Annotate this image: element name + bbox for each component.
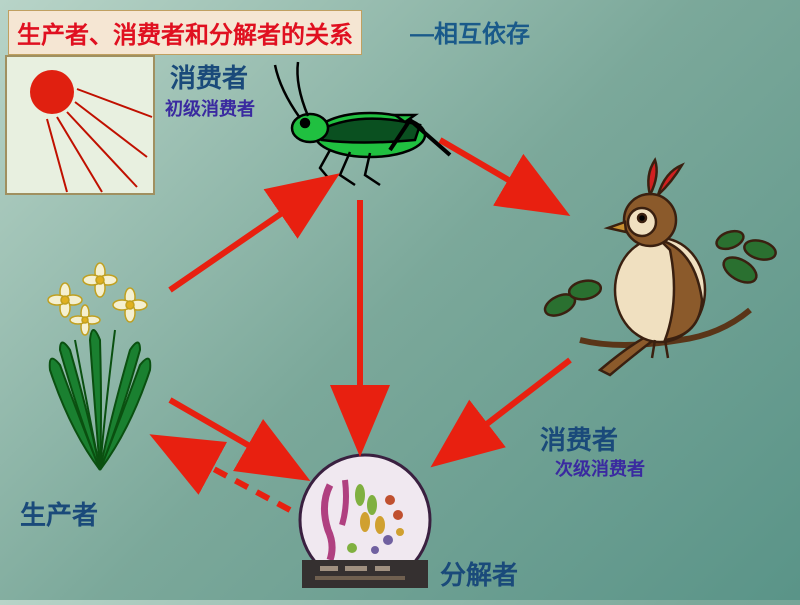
producer-label: 生产者 bbox=[20, 495, 98, 532]
decomposer-label: 分解者 bbox=[440, 555, 518, 592]
title-text: 生产者、消费者和分解者的关系 bbox=[17, 22, 353, 49]
title-banner: 生产者、消费者和分解者的关系 bbox=[8, 10, 362, 55]
grasshopper-icon bbox=[250, 60, 470, 190]
sun-icon bbox=[5, 55, 155, 195]
consumer-top-sublabel: 初级消费者 bbox=[165, 95, 255, 121]
subtitle: —相互依存 bbox=[410, 14, 530, 49]
microbes-icon bbox=[290, 450, 440, 600]
consumer-top-label: 消费者 bbox=[170, 58, 248, 95]
plant-icon bbox=[10, 250, 190, 480]
arrow-plant-to-grasshopper bbox=[170, 180, 330, 290]
consumer-right-label: 消费者 bbox=[540, 420, 618, 457]
consumer-right-sublabel: 次级消费者 bbox=[555, 455, 645, 481]
bird-icon bbox=[520, 140, 780, 400]
